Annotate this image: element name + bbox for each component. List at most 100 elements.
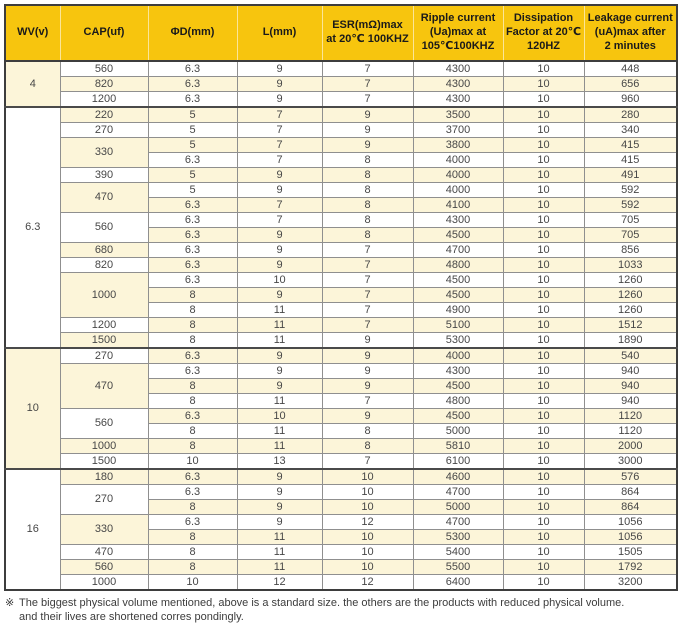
data-cell: 8 [147,559,238,575]
cap-cell: 180 [59,468,149,485]
data-cell: 8 [147,438,238,454]
data-cell: 6.3 [147,60,238,77]
data-cell: 7 [236,152,323,168]
data-cell: 4300 [412,91,504,108]
data-cell: 10 [321,559,414,575]
data-cell: 592 [583,197,678,213]
data-cell: 2000 [583,438,678,454]
table-row: 8 11 7 4900 10 1260 [5,302,678,318]
data-cell: 8 [321,197,414,213]
data-cell: 9 [236,514,323,530]
data-cell: 7 [236,122,323,138]
data-cell: 11 [236,559,323,575]
data-cell: 7 [236,137,323,153]
data-cell: 9 [321,122,414,138]
cap-cell: 1500 [59,332,149,349]
cap-cell: 270 [59,484,149,515]
data-cell: 4000 [412,182,504,198]
data-cell: 10 [147,574,238,591]
data-cell: 10 [502,197,585,213]
data-cell: 1792 [583,559,678,575]
data-cell: 7 [236,197,323,213]
data-cell: 11 [236,544,323,560]
data-cell: 5810 [412,438,504,454]
data-cell: 8 [321,167,414,183]
data-cell: 10 [502,363,585,379]
data-cell: 5 [147,106,238,123]
data-cell: 10 [502,302,585,318]
data-cell: 6400 [412,574,504,591]
data-cell: 7 [321,272,414,288]
data-cell: 4300 [412,76,504,92]
data-cell: 9 [236,76,323,92]
col-header-ripple: Ripple current (Ua)max at 105℃100KHZ [412,5,504,62]
cap-cell: 560 [59,559,149,575]
table-row: 1000 6.3 10 7 4500 10 1260 [5,272,678,318]
data-cell: 1033 [583,257,678,273]
data-cell: 856 [583,242,678,258]
cap-cell: 270 [59,347,149,364]
data-cell: 9 [321,137,414,153]
data-cell: 6.3 [147,363,238,379]
data-cell: 4000 [412,347,504,364]
data-cell: 4500 [412,272,504,288]
data-cell: 8 [147,529,238,545]
data-cell: 11 [236,317,323,333]
data-cell: 10 [502,317,585,333]
table-row: 4 560 6.3 9 7 4300 10 448 [4,60,678,108]
data-cell: 9 [236,484,323,500]
table-row: 560 6.3 10 9 4500 10 1120 [5,408,678,439]
data-cell: 8 [321,212,414,228]
data-cell: 9 [236,378,323,394]
spec-table-body: 4 560 6.3 9 7 4300 10 448 820 6.3 9 7 4300 10 656 1200 6… [4,60,678,591]
table-row: 10 270 6.3 9 9 4000 10 540 [4,347,678,470]
data-cell: 6.3 [147,91,238,108]
data-cell: 5000 [412,499,504,515]
data-cell: 10 [502,484,585,500]
cap-cell: 820 [59,257,149,273]
col-header-dissipation: Dissipation Factor at 20℃ 120HZ [502,5,585,62]
cap-cell: 470 [59,544,149,560]
table-row: 1200 6.3 9 7 4300 10 960 [5,91,678,108]
cap-cell: 1200 [59,317,149,333]
data-cell: 4500 [412,227,504,243]
data-cell: 8 [147,287,238,303]
data-cell: 11 [236,332,323,349]
data-cell: 7 [321,302,414,318]
data-cell: 11 [236,438,323,454]
data-cell: 8 [147,499,238,515]
table-row: 390 5 9 8 4000 10 491 [5,167,678,183]
data-cell: 10 [321,484,414,500]
data-cell: 280 [583,106,678,123]
table-row: 1000 8 11 8 5810 10 2000 [5,438,678,454]
data-cell: 5300 [412,332,504,349]
data-cell: 8 [147,378,238,394]
cap-cell: 470 [59,182,149,213]
data-cell: 6.3 [147,212,238,228]
data-cell: 3200 [583,574,678,591]
table-row: 470 6.3 9 9 4300 10 940 [5,363,678,409]
table-header: WV(v) CAP(uf) ΦD(mm) L(mm) ESR(mΩ)max at… [5,5,677,62]
col-header-leakage: Leakage current (uA)max after 2 minutes [583,5,677,62]
data-cell: 4300 [412,212,504,228]
table-row: 1200 8 11 7 5100 10 1512 [5,317,678,333]
data-cell: 1890 [583,332,678,349]
data-cell: 4500 [412,408,504,424]
col-header-wv: WV(v) [5,5,61,62]
data-cell: 448 [583,60,678,77]
data-cell: 5100 [412,317,504,333]
data-cell: 7 [321,287,414,303]
data-cell: 6.3 [147,408,238,424]
data-cell: 10 [502,257,585,273]
data-cell: 5400 [412,544,504,560]
cap-cell: 1200 [59,91,149,108]
data-cell: 4100 [412,197,504,213]
cap-cell: 1000 [59,574,149,591]
data-cell: 10 [502,438,585,454]
cap-cell: 270 [59,122,149,138]
data-cell: 10 [502,76,585,92]
data-cell: 5 [147,167,238,183]
data-cell: 1120 [583,423,678,439]
data-cell: 6.3 [147,76,238,92]
table-row: 560 8 11 10 5500 10 1792 [5,559,678,575]
